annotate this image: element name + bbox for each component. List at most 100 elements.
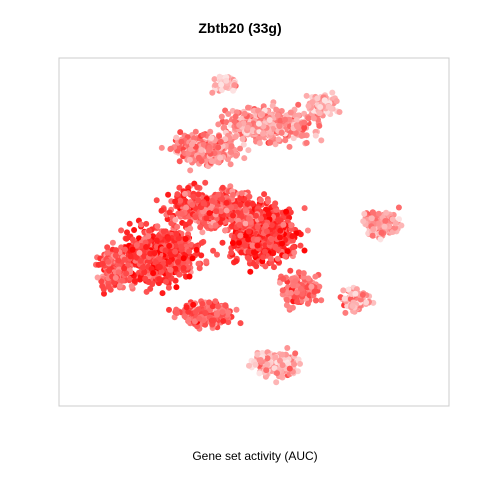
cell-point: [274, 255, 281, 262]
cell-point: [225, 309, 232, 316]
cell-point: [268, 236, 275, 243]
cell-point: [195, 260, 202, 267]
cell-point: [352, 290, 359, 297]
cell-point: [214, 311, 220, 318]
cell-point: [183, 304, 190, 311]
cell-point: [278, 372, 285, 379]
cell-point: [260, 123, 267, 130]
cell-point: [174, 310, 181, 316]
cell-point: [218, 196, 225, 202]
cell-point: [237, 195, 244, 201]
cell-point: [345, 286, 352, 293]
cell-point: [305, 115, 312, 122]
cell-point: [378, 229, 385, 236]
cell-point: [299, 290, 306, 297]
cell-point: [138, 221, 145, 228]
cell-point: [274, 112, 281, 119]
cell-point: [264, 355, 271, 362]
cell-point: [166, 258, 173, 265]
cell-point: [286, 143, 293, 150]
cell-point: [276, 123, 283, 130]
scatter-points: [93, 73, 405, 386]
cell-point: [143, 244, 150, 250]
cell-point: [209, 197, 215, 204]
cell-point: [244, 201, 251, 207]
cell-point: [268, 222, 275, 228]
cell-point: [283, 208, 290, 215]
cell-point: [368, 215, 375, 222]
cell-point: [159, 290, 166, 297]
cell-point: [173, 230, 180, 237]
cell-point: [280, 221, 287, 228]
cell-point: [277, 117, 284, 124]
cell-point: [237, 232, 244, 239]
cell-point: [398, 222, 405, 229]
cell-point: [172, 198, 179, 205]
cell-point: [316, 283, 323, 290]
cell-point: [265, 211, 272, 218]
cell-point: [229, 240, 236, 246]
cell-point: [174, 223, 181, 230]
cell-point: [172, 265, 179, 272]
cell-point: [163, 278, 169, 285]
cell-point: [153, 197, 160, 204]
cell-point: [284, 345, 291, 351]
cell-point: [310, 115, 317, 122]
cell-point: [190, 301, 197, 308]
cell-point: [241, 110, 248, 117]
cell-point: [98, 278, 105, 285]
cell-point: [152, 259, 159, 266]
cell-point: [174, 191, 181, 198]
cell-point: [382, 218, 389, 224]
cell-point: [279, 287, 286, 294]
cell-point: [219, 184, 226, 191]
cell-point: [223, 207, 230, 214]
cell-point: [232, 113, 239, 120]
cell-point: [99, 283, 106, 290]
cell-point: [258, 215, 264, 222]
cell-point: [254, 242, 261, 249]
cell-point: [145, 233, 152, 240]
cell-point: [183, 204, 190, 211]
cell-point: [377, 236, 384, 243]
cell-point: [231, 82, 238, 89]
cell-point: [112, 252, 119, 259]
cell-point: [230, 191, 236, 198]
cell-point: [177, 197, 184, 204]
cell-point: [175, 235, 182, 242]
cell-point: [295, 101, 302, 108]
cell-point: [318, 297, 325, 304]
cell-point: [209, 303, 216, 310]
cell-point: [381, 223, 388, 230]
cell-point: [215, 144, 222, 151]
cell-point: [254, 236, 261, 243]
cell-point: [104, 249, 111, 256]
cell-point: [245, 254, 251, 261]
cell-point: [180, 265, 187, 271]
cell-point: [294, 123, 301, 130]
cell-point: [341, 295, 348, 302]
cell-point: [301, 124, 308, 131]
cell-point: [205, 147, 212, 154]
cell-point: [178, 243, 185, 250]
cell-point: [172, 216, 179, 223]
cell-point: [232, 133, 239, 140]
cell-point: [293, 289, 300, 296]
cell-point: [287, 222, 294, 229]
cell-point: [223, 77, 230, 84]
cell-point: [192, 128, 199, 135]
cell-point: [245, 104, 251, 111]
cell-point: [271, 365, 278, 372]
cell-point: [208, 158, 215, 164]
cell-point: [222, 136, 229, 143]
cell-point: [189, 255, 196, 262]
cell-point: [203, 258, 210, 265]
cell-point: [118, 227, 125, 234]
cell-point: [301, 247, 308, 254]
cell-point: [166, 209, 173, 216]
cell-point: [297, 360, 303, 367]
cell-point: [249, 200, 256, 207]
cell-point: [286, 365, 293, 372]
cell-point: [186, 273, 193, 280]
cell-point: [124, 229, 130, 236]
